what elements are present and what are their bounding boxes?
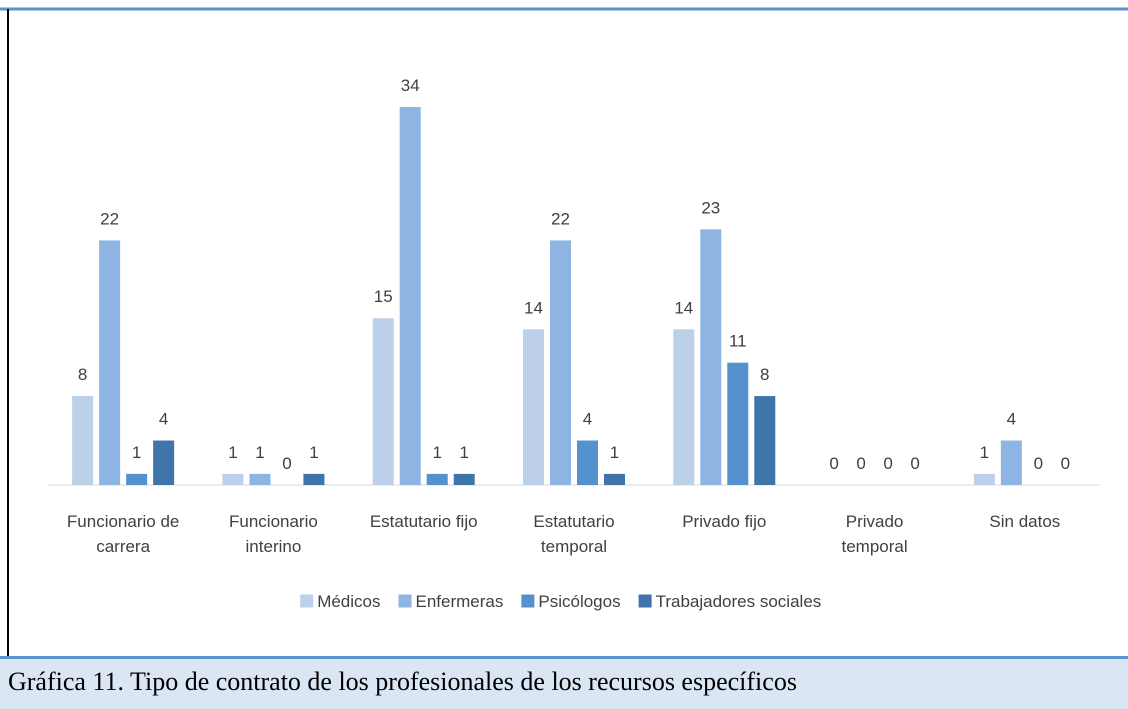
legend-label: Trabajadores sociales [656,592,822,611]
legend: Médicos Enfermeras Psicólogos Trabajadores … [300,592,821,611]
data-label: 14 [524,298,543,317]
bar [372,318,394,485]
bar [303,473,325,485]
bar [550,240,571,485]
data-label: 1 [132,443,141,462]
data-label: 1 [309,443,318,462]
legend-swatch [300,594,314,608]
bar [973,473,995,485]
data-label: 1 [432,443,441,462]
data-label: 15 [374,287,393,306]
data-label: 0 [883,454,892,473]
bar [399,107,421,485]
data-label: 0 [910,454,919,473]
data-label: 11 [729,332,747,351]
data-label: 22 [551,209,570,228]
x-tick-label: Funcionario interino [229,512,318,556]
x-tick-label: Sin datos [989,512,1060,531]
bar [426,473,448,485]
data-label: 34 [401,76,420,95]
legend-swatch [638,594,652,608]
bar [126,473,148,485]
legend-swatch [398,594,412,608]
bar [700,229,722,485]
data-label: 0 [1034,454,1043,473]
data-label: 1 [255,443,264,462]
data-label: 14 [674,298,693,317]
data-label: 0 [282,454,291,473]
data-label: 0 [856,454,865,473]
bar [153,440,175,485]
bar [1000,440,1022,485]
bar [453,473,475,485]
bar [99,240,121,485]
data-label: 4 [583,410,592,429]
legend-label: Psicólogos [538,592,620,611]
caption: Gráfica 11. Tipo de contrato de los prof… [0,656,1128,709]
bar [727,362,749,485]
data-label: 8 [760,365,769,384]
data-label: 1 [228,443,237,462]
data-label: 4 [1007,410,1016,429]
legend-label: Enfermeras [416,592,504,611]
data-label: 0 [829,454,838,473]
x-tick-label: Estatutario fijo [370,512,478,531]
bar [72,396,94,485]
legend-swatch [521,594,535,608]
x-tick-label: Privado fijo [682,512,766,531]
data-label: 8 [78,365,87,384]
bar [249,473,271,485]
data-label: 1 [610,443,619,462]
data-label: 4 [159,410,168,429]
bar [754,396,776,485]
bar [673,329,695,485]
bar [523,329,544,485]
bar [604,473,625,485]
bar [577,440,598,485]
legend-label: Médicos [317,592,380,611]
data-label: 22 [100,209,119,228]
x-tick-label: Estatutario temporal [533,512,614,556]
data-label: 23 [701,198,720,217]
data-label: 0 [1061,454,1070,473]
bar [222,473,244,485]
data-label: 1 [980,443,989,462]
data-label: 1 [459,443,468,462]
x-tick-label: Funcionario de carrera [67,512,179,556]
x-tick-label: Privado temporal [842,512,908,556]
